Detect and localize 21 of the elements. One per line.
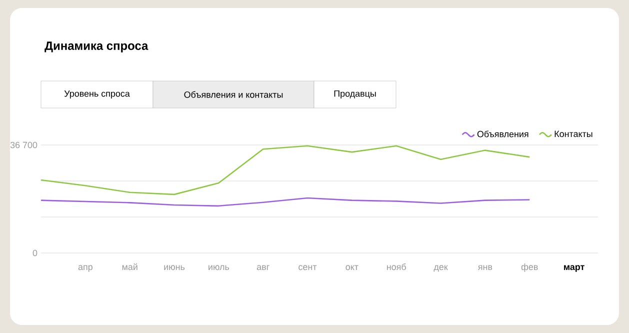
legend-label: Контакты [554,130,592,138]
y-tick-label: 36 700 [10,142,38,148]
x-tick-label: март [564,265,584,272]
x-tick-label: май [122,263,138,270]
x-tick-label: июль [208,265,230,270]
chart-title: Динамика спроса [44,42,148,52]
x-tick-label: апр [78,265,92,272]
x-tick-label: дек [434,265,448,272]
x-tick-label: авг [256,265,270,270]
x-tick-label: июнь [164,265,185,270]
text: Уровень спроса [64,90,130,99]
x-tick-label: сент [298,265,317,270]
text: Продавцы [334,90,376,99]
y-tick-label: 0 [32,250,38,256]
x-tick-label: нояб [387,263,406,270]
x-tick-label: окт [346,265,358,270]
x-tick-label: фев [521,264,538,272]
legend-label: Объявления [477,130,528,138]
text: Объявления и контакты [184,91,283,98]
line-series [40,145,530,196]
x-tick-label: янв [478,265,492,270]
